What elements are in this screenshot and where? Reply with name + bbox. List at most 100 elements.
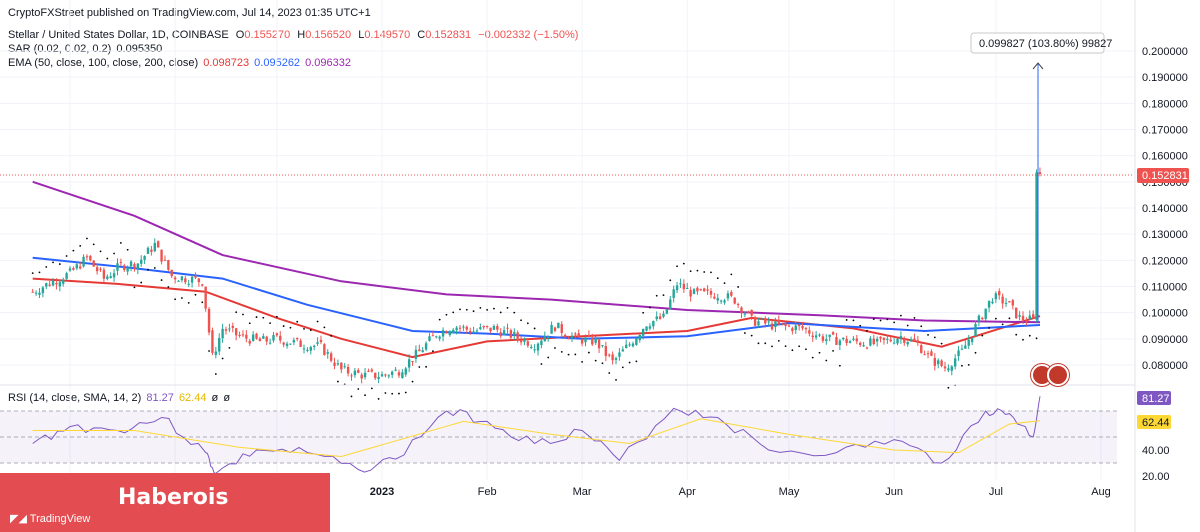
candle-body <box>1035 172 1038 320</box>
candle-body <box>872 338 875 344</box>
candle-body <box>943 366 947 369</box>
us-flag-icon-2[interactable] <box>1047 364 1069 386</box>
candle-body <box>265 336 268 342</box>
candle-body <box>672 289 675 298</box>
candle-body <box>204 286 207 309</box>
sar-dot <box>337 380 339 383</box>
sar-dot <box>282 325 285 327</box>
rsi-sma-tag: 62.44 <box>1137 415 1171 429</box>
candle-body <box>316 342 319 344</box>
sar-dot <box>52 261 54 264</box>
candle-body <box>1001 296 1004 304</box>
candle-body <box>177 280 180 282</box>
candle-body <box>814 335 818 338</box>
candle-body <box>892 342 896 344</box>
candle-body <box>767 321 770 323</box>
sar-dot <box>635 360 638 363</box>
sar-dot <box>940 342 943 345</box>
sar-dot <box>540 363 543 365</box>
sar-dot <box>99 250 102 253</box>
change-value: −0.002332 (−1.50%) <box>478 29 579 41</box>
candle-body <box>136 263 140 269</box>
grid <box>0 0 1135 480</box>
candle-body <box>421 350 424 353</box>
measure-tool[interactable]: 0.099827 (103.80%) 99827 <box>970 32 1112 322</box>
candle-body <box>431 335 435 337</box>
candle-body <box>414 349 418 359</box>
candle-body <box>964 345 967 349</box>
candle-body <box>747 311 750 313</box>
sar-dot <box>72 249 75 252</box>
candle-body <box>665 309 669 314</box>
open-value: 0.155270 <box>244 29 291 41</box>
candle-body <box>224 329 228 331</box>
candle-body <box>757 321 760 326</box>
candle-body <box>41 287 45 294</box>
candle-body <box>197 278 201 283</box>
candle-body <box>530 347 533 349</box>
price-tick-label: 0.160000 <box>1142 151 1188 163</box>
price-tick-label: 0.170000 <box>1142 125 1188 137</box>
measure-label: 0.099827 (103.80%) 99827 <box>979 38 1112 50</box>
candle-body <box>859 342 862 345</box>
candle-body <box>913 338 916 341</box>
candle-body <box>774 321 777 327</box>
price-tick-label: 0.130000 <box>1142 229 1188 241</box>
price-tick-label: 0.110000 <box>1142 282 1187 294</box>
sar-dot <box>560 350 563 353</box>
rsi-lines <box>32 396 1041 474</box>
candle-body <box>821 336 825 341</box>
candle-body <box>960 348 964 350</box>
candle-body <box>984 308 987 320</box>
candle-body <box>886 338 889 340</box>
candle-body <box>201 284 204 286</box>
sar-dot <box>703 271 706 273</box>
sar-dot <box>404 391 407 394</box>
sar-dot <box>167 286 170 288</box>
sar-dot <box>506 306 509 309</box>
candle-body <box>465 326 468 330</box>
candle-body <box>875 338 879 342</box>
candle-body <box>1015 307 1018 319</box>
rsi-axis[interactable]: 20.00 40.00 <box>1142 445 1170 483</box>
candle-body <box>519 340 523 343</box>
sar-dot <box>832 349 834 352</box>
candle-body <box>1011 300 1015 306</box>
tradingview-label: TradingView <box>29 513 91 525</box>
candle-body <box>499 332 502 337</box>
candle-body <box>713 296 716 299</box>
candle-body <box>563 334 567 337</box>
sar-dot <box>669 279 672 282</box>
sar-dot <box>316 320 319 323</box>
sar-dot <box>777 339 780 342</box>
candle-body <box>909 339 913 342</box>
sar-dot <box>58 263 61 265</box>
sar-dot <box>214 373 217 375</box>
sar-dot <box>710 271 712 274</box>
sar-dot <box>106 257 109 260</box>
ema200-value: 0.096332 <box>305 57 352 69</box>
candle-body <box>156 241 160 248</box>
candle-body <box>143 255 146 260</box>
candle-body <box>211 330 214 353</box>
sar-dot <box>45 266 48 268</box>
sar-dot <box>499 311 502 314</box>
candle-body <box>292 340 296 343</box>
sar-dot <box>445 313 448 316</box>
candle-body <box>784 323 787 326</box>
sar-dot <box>974 351 977 354</box>
time-tick-label: May <box>779 486 800 498</box>
tradingview-logo[interactable]: ◤◢ TradingView <box>10 512 90 525</box>
candle-body <box>312 345 316 348</box>
candle-body <box>502 330 506 335</box>
sar-dot <box>79 245 82 247</box>
price-axis[interactable]: 0.080000 0.090000 0.100000 0.110000 0.120000… <box>1142 46 1188 372</box>
candle-body <box>967 339 970 346</box>
candle-body <box>614 358 618 360</box>
candle-body <box>920 345 923 353</box>
candle-body <box>109 276 112 278</box>
sar-dot <box>927 334 929 336</box>
rsi-line-rsi <box>32 396 1041 474</box>
candle-body <box>726 293 730 299</box>
